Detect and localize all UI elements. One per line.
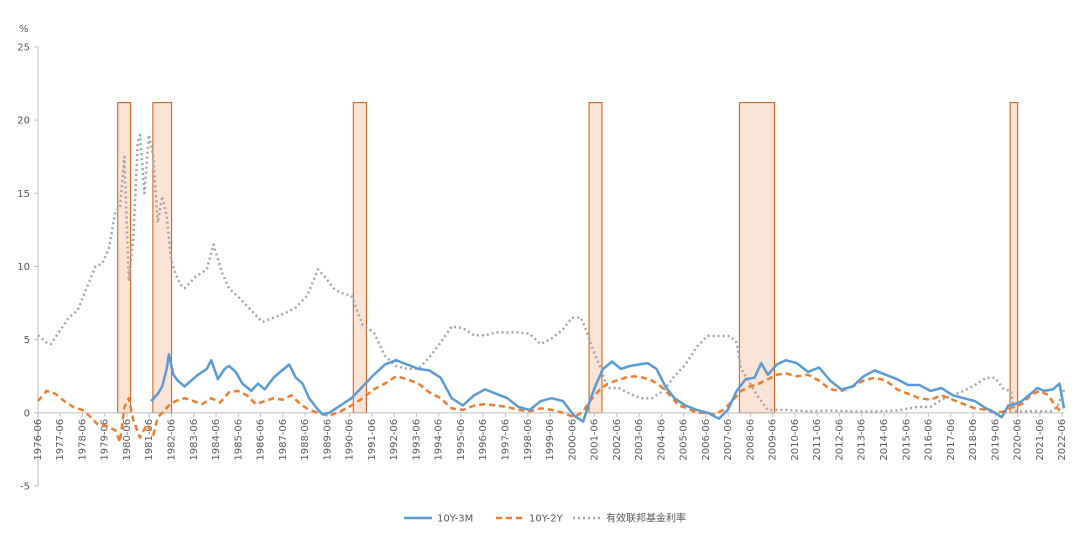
x-tick-label: 2017-06 [946,419,957,461]
x-tick-label: 1998-06 [523,419,534,461]
x-tick-label: 2013-06 [857,419,868,461]
y-tick-label: 10 [17,262,30,273]
recession-band-5 [738,102,776,414]
legend-label: 有效联邦基金利率 [606,512,686,525]
x-tick-label: 1990-06 [345,419,356,461]
x-tick-label: 2011-06 [812,419,823,461]
y-tick-labels: -5 0 5 10 15 20 25 [17,43,38,493]
x-tick-label: 1989-06 [322,419,333,461]
x-tick-label: 2021-06 [1035,419,1046,461]
x-tick-label: 2005-06 [679,419,690,461]
x-tick-label: 1999-06 [545,419,556,461]
y-tick-label: 25 [17,43,30,54]
x-tick-label: 2010-06 [790,419,801,461]
recession-band-2 [152,102,173,414]
x-tick-label: 2006-06 [701,419,712,461]
x-tick-label: 2007-06 [723,419,734,461]
legend: 10Y-3M 10Y-2Y 有效联邦基金利率 [404,512,686,525]
x-tick-label: 2001-06 [590,419,601,461]
x-tick-label: 1978-06 [77,419,88,461]
x-tick-label: 1995-06 [456,419,467,461]
x-tick-label: 2000-06 [567,419,578,461]
x-tick-label: 1979-06 [100,419,111,461]
series-line-dotted [37,133,1066,413]
y-axis-unit-label: % [19,24,29,35]
x-tick-label: 2015-06 [901,419,912,461]
x-tick-label: 2014-06 [879,419,890,461]
y-tick-label: 0 [24,408,30,419]
x-tick-label: 1977-06 [55,419,66,461]
x-tick-label: 1996-06 [478,419,489,461]
x-tick-label: 2004-06 [656,419,667,461]
x-tick-label: 1988-06 [300,419,311,461]
x-tick-label: 1983-06 [189,419,200,461]
axes: % [19,24,1064,486]
x-tick-label: 2012-06 [834,419,845,461]
y-tick-label: 15 [17,189,30,200]
x-tick-label: 2018-06 [968,419,979,461]
x-tick-label: 2020-06 [1013,419,1024,461]
x-tick-label: 1982-06 [167,419,178,461]
x-tick-label: 1992-06 [389,419,400,461]
x-tick-label: 1991-06 [367,419,378,461]
x-tick-label: 1997-06 [501,419,512,461]
y-tick-label: 5 [24,335,30,346]
series-lines [37,133,1066,444]
x-tick-label: 2022-06 [1057,419,1068,461]
legend-label: 10Y-2Y [529,514,564,525]
x-tick-label: 1981-06 [144,419,155,461]
recession-band-3 [352,102,367,414]
x-tick-label: 1984-06 [211,419,222,461]
x-tick-label: 1994-06 [434,419,445,461]
x-tick-label: 2003-06 [634,419,645,461]
x-tick-label: 1993-06 [411,419,422,461]
x-tick-labels: 1976-06 1977-06 1978-06 1979-06 1980-06 1981-… [33,412,1068,461]
x-tick-label: 2002-06 [612,419,623,461]
x-tick-label: 2009-06 [768,419,779,461]
x-tick-label: 1987-06 [278,419,289,461]
x-tick-label: 1985-06 [233,419,244,461]
x-tick-label: 2008-06 [745,419,756,461]
y-tick-label: 20 [17,116,30,127]
recession-band-6 [1009,102,1019,414]
recession-bands [117,102,1019,414]
x-tick-label: 1986-06 [256,419,267,461]
y-tick-label: -5 [20,482,30,493]
x-tick-label: 1976-06 [33,419,44,461]
legend-label: 10Y-3M [437,514,473,525]
series-line-solid [150,353,1066,423]
series-line-dashed [37,372,1063,444]
x-tick-label: 2016-06 [924,419,935,461]
x-tick-label: 2019-06 [990,419,1001,461]
x-tick-label: 1980-06 [122,419,133,461]
